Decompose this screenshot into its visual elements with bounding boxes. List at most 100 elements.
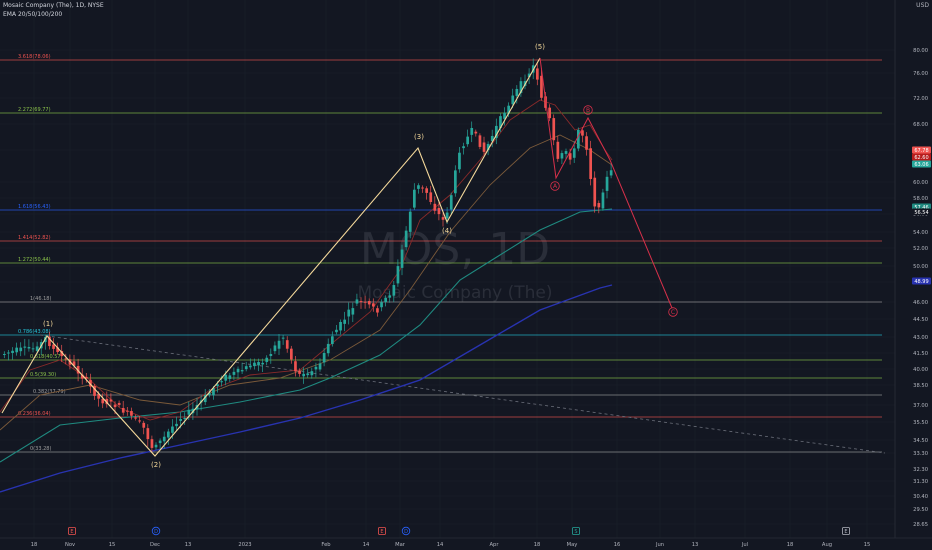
symbol-title[interactable]: Mosaic Company (The), 1D, NYSE bbox=[3, 2, 104, 9]
event-marker[interactable]: D bbox=[151, 526, 161, 536]
candle-body bbox=[404, 230, 408, 248]
svg-text:E: E bbox=[70, 529, 73, 535]
candle-body bbox=[540, 75, 543, 98]
svg-text:A: A bbox=[553, 183, 558, 190]
candle-body bbox=[556, 141, 560, 159]
price-tick-label: 37.00 bbox=[913, 403, 928, 409]
ema-200-line bbox=[0, 284, 613, 493]
candles bbox=[3, 58, 613, 453]
candle-body bbox=[605, 176, 609, 191]
price-tick-label: 28.65 bbox=[913, 522, 928, 528]
price-badge: 62.60 bbox=[912, 153, 931, 161]
candle-body bbox=[335, 329, 338, 333]
candle-body bbox=[48, 336, 51, 347]
time-tick-label: 14 bbox=[437, 542, 444, 548]
candle-body bbox=[146, 428, 150, 440]
time-tick-label: Apr bbox=[490, 542, 500, 548]
fib-level-label: 0.382(37.79) bbox=[33, 389, 66, 395]
candle-body bbox=[396, 266, 400, 284]
event-marker[interactable]: E bbox=[68, 527, 76, 536]
event-marker[interactable]: E bbox=[842, 527, 850, 536]
candle-body bbox=[290, 348, 293, 360]
candle-body bbox=[236, 368, 240, 373]
event-marker[interactable]: D bbox=[401, 526, 411, 536]
impulse-wave-label: (4) bbox=[442, 227, 452, 235]
candle-body bbox=[212, 388, 215, 396]
svg-text:57.46: 57.46 bbox=[914, 205, 928, 211]
candle-body bbox=[433, 203, 437, 211]
time-tick-label: 18 bbox=[31, 542, 38, 548]
candle-body bbox=[240, 370, 244, 372]
elliott-wave-drawing[interactable] bbox=[1, 57, 673, 457]
candle-body bbox=[367, 301, 371, 305]
time-tick-label: 13 bbox=[185, 542, 192, 548]
svg-text:D: D bbox=[404, 529, 408, 535]
fibonacci-levels[interactable]: 3.618(78.06) 2.272(69.77) 1.618(56.43) 1.41… bbox=[0, 54, 882, 453]
candle-body bbox=[458, 152, 461, 170]
price-tick-label: 32.30 bbox=[913, 467, 928, 473]
price-axis[interactable]: 80.0076.0072.0068.0064.0060.0058.0056.00… bbox=[913, 48, 928, 528]
candle-body bbox=[257, 362, 260, 366]
svg-text:S: S bbox=[574, 529, 577, 535]
price-axis-panel[interactable] bbox=[895, 0, 932, 538]
candle-body bbox=[126, 410, 129, 412]
candle-body bbox=[359, 301, 363, 303]
fib-level-label: 1.618(56.43) bbox=[18, 204, 51, 210]
corrective-wave-label: B bbox=[583, 105, 593, 115]
indicator-legend[interactable]: EMA 20/50/100/200 bbox=[3, 11, 63, 18]
candle-body bbox=[187, 409, 191, 415]
descending-trendline[interactable] bbox=[39, 334, 886, 454]
candle-body bbox=[548, 107, 551, 119]
price-tick-label: 41.50 bbox=[913, 351, 928, 357]
candle-body bbox=[253, 362, 256, 367]
price-tick-label: 43.00 bbox=[913, 335, 928, 341]
watermark-ticker: MOS, 1D bbox=[360, 224, 550, 275]
price-tick-label: 29.50 bbox=[913, 507, 928, 513]
candle-body bbox=[228, 375, 232, 379]
candle-body bbox=[224, 374, 228, 381]
time-axis[interactable]: 18 Nov 15 Dec 13 2023 Feb 14 Mar 14 Apr 18 May 16 Jun 1… bbox=[31, 542, 871, 548]
candle-body bbox=[495, 125, 498, 139]
candle-body bbox=[486, 143, 490, 151]
price-tick-label: 76.00 bbox=[913, 71, 928, 77]
candle-body bbox=[244, 366, 248, 370]
impulse-wave-label: (1) bbox=[43, 320, 53, 328]
candle-body bbox=[15, 347, 18, 353]
svg-text:67.78: 67.78 bbox=[914, 148, 928, 154]
candle-body bbox=[343, 319, 346, 324]
event-marker[interactable]: S bbox=[572, 527, 580, 536]
candle-body bbox=[158, 440, 162, 444]
price-badge: 63.06 bbox=[912, 160, 931, 168]
time-tick-label: 16 bbox=[614, 542, 621, 548]
price-tick-label: 50.00 bbox=[913, 264, 928, 270]
impulse-wave-path[interactable] bbox=[1, 57, 541, 457]
price-tick-label: 60.00 bbox=[913, 180, 928, 186]
candle-body bbox=[109, 399, 113, 402]
candle-body bbox=[203, 395, 207, 403]
event-marker[interactable]: E bbox=[378, 527, 386, 536]
candle-body bbox=[408, 211, 412, 232]
time-tick-label: Feb bbox=[321, 542, 331, 548]
candle-body bbox=[527, 73, 531, 78]
candle-body bbox=[384, 297, 387, 302]
candle-body bbox=[560, 153, 564, 159]
corrective-wave-path[interactable] bbox=[539, 57, 673, 309]
candle-body bbox=[380, 302, 383, 308]
candle-body bbox=[589, 148, 592, 180]
candle-body bbox=[89, 379, 92, 387]
price-tick-label: 44.50 bbox=[913, 317, 928, 323]
candle-body bbox=[3, 353, 6, 355]
svg-text:63.06: 63.06 bbox=[914, 162, 928, 168]
price-tick-label: 54.00 bbox=[913, 230, 928, 236]
candle-body bbox=[593, 177, 597, 207]
candle-body bbox=[138, 420, 141, 422]
candle-body bbox=[265, 357, 269, 362]
candle-body bbox=[417, 185, 420, 189]
price-tick-label: 46.00 bbox=[913, 300, 928, 306]
time-tick-label: 2023 bbox=[238, 542, 251, 548]
candle-body bbox=[515, 88, 519, 96]
candle-body bbox=[80, 374, 84, 379]
candle-body bbox=[208, 392, 211, 396]
